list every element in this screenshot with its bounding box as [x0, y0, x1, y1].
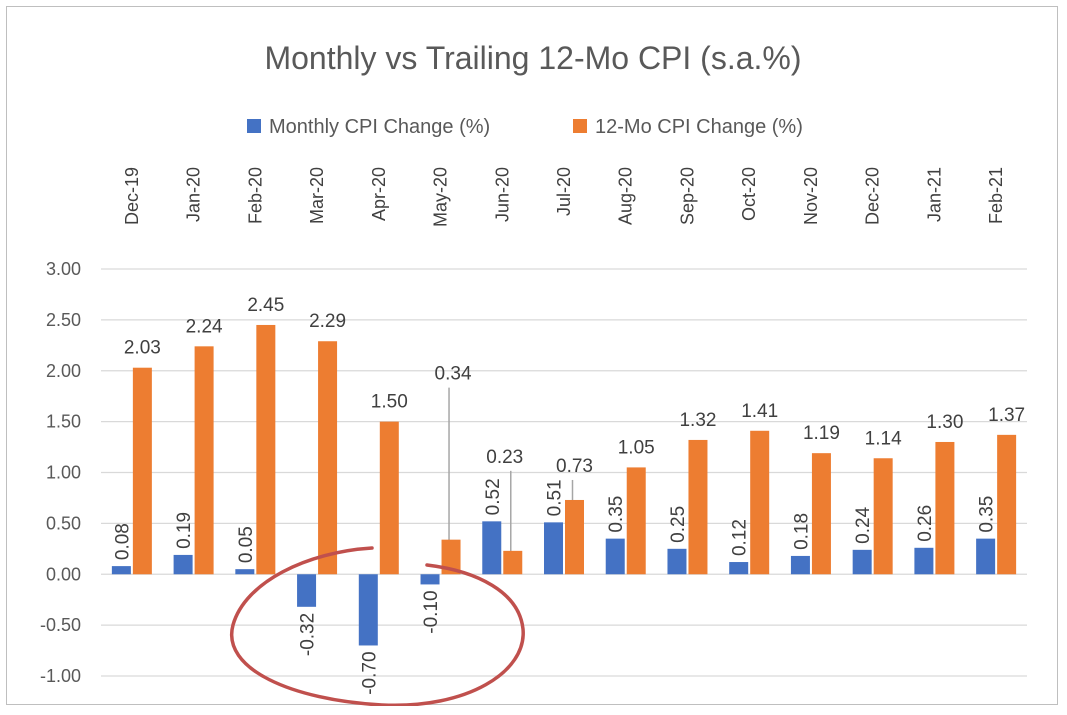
x-tick-label: Feb-20 — [245, 167, 265, 224]
bars — [111, 324, 1017, 646]
chart-frame: Monthly vs Trailing 12-Mo CPI (s.a.%) Mo… — [6, 6, 1058, 706]
x-tick-label: Jan-21 — [924, 167, 944, 222]
monthly-data-label: -0.70 — [359, 651, 380, 694]
twelve-month-bar — [194, 346, 214, 575]
gridlines — [101, 268, 1027, 677]
monthly-bar — [420, 574, 440, 585]
twelve-month-data-label: 0.23 — [486, 447, 523, 468]
x-tick-label: Sep-20 — [677, 167, 697, 225]
twelve-month-bar — [256, 324, 276, 575]
monthly-data-label: 0.18 — [791, 513, 812, 550]
annotation-circle — [229, 546, 525, 706]
monthly-bar — [297, 574, 317, 607]
monthly-data-label: -0.32 — [298, 613, 319, 656]
twelve-month-data-label: 1.19 — [803, 423, 840, 444]
twelve-month-bar — [318, 341, 338, 575]
y-tick-label: -0.50 — [40, 615, 81, 635]
y-tick-label: 1.00 — [46, 463, 81, 483]
monthly-bar — [173, 554, 193, 575]
monthly-data-label: 0.05 — [236, 526, 257, 563]
x-tick-label: Oct-20 — [739, 167, 759, 221]
twelve-month-data-label: 2.45 — [247, 295, 284, 316]
x-tick-label: Nov-20 — [801, 167, 821, 225]
legend-label-12mo: 12-Mo CPI Change (%) — [595, 116, 803, 138]
x-tick-label: Jul-20 — [554, 167, 574, 216]
twelve-month-bar — [626, 467, 646, 575]
twelve-month-data-label: 1.14 — [865, 428, 902, 449]
legend-swatch-12mo — [573, 119, 587, 133]
y-tick-label: -1.00 — [40, 666, 81, 686]
y-tick-label: 2.50 — [46, 310, 81, 330]
monthly-data-label: 0.12 — [730, 519, 751, 556]
twelve-month-data-label: 1.30 — [926, 412, 963, 433]
data-labels: 0.08 0.19 0.05 -0.32 -0.70 -0.10 0.52 0.51 0.35 0… — [112, 295, 1025, 695]
twelve-month-bar — [873, 458, 893, 575]
twelve-month-data-label: 2.29 — [309, 311, 346, 332]
x-tick-label: Jan-20 — [184, 167, 204, 222]
x-tick-label: Dec-20 — [863, 167, 883, 225]
twelve-month-data-label: 1.05 — [618, 437, 655, 458]
y-tick-label: 0.50 — [46, 513, 81, 533]
twelve-month-bar — [565, 499, 584, 575]
twelve-month-data-label: 1.32 — [679, 410, 716, 431]
monthly-bar — [852, 549, 872, 575]
twelve-month-bar — [750, 430, 770, 575]
y-tick-label: 3.00 — [46, 259, 81, 279]
monthly-data-label: -0.10 — [421, 590, 442, 633]
x-tick-label: Mar-20 — [307, 167, 327, 224]
twelve-month-bar — [132, 367, 152, 575]
monthly-data-label: 0.19 — [174, 512, 195, 549]
twelve-month-data-label: 0.73 — [556, 456, 593, 477]
monthly-bar — [976, 538, 996, 575]
twelve-month-data-label: 2.24 — [186, 316, 223, 337]
monthly-bar — [790, 555, 810, 575]
monthly-data-label: 0.35 — [606, 496, 627, 533]
monthly-bar — [235, 569, 255, 575]
twelve-month-data-label: 1.41 — [741, 401, 778, 422]
monthly-data-label: 0.51 — [545, 479, 566, 516]
y-tick-label: 2.00 — [46, 361, 81, 381]
legend-label-monthly: Monthly CPI Change (%) — [269, 116, 490, 138]
twelve-month-data-label: 0.34 — [435, 364, 472, 385]
monthly-bar — [667, 548, 687, 575]
chart-title: Monthly vs Trailing 12-Mo CPI (s.a.%) — [264, 40, 801, 76]
x-tick-label: Jun-20 — [492, 167, 512, 222]
legend-swatch-monthly — [247, 119, 261, 133]
monthly-data-label: 0.08 — [112, 523, 133, 560]
twelve-month-data-label: 1.50 — [371, 392, 408, 413]
x-tick-label: Feb-21 — [986, 167, 1006, 224]
twelve-month-bar — [811, 453, 831, 575]
monthly-bar — [605, 538, 625, 575]
twelve-month-bar — [997, 434, 1017, 575]
y-tick-label: 1.50 — [46, 412, 81, 432]
monthly-bar — [544, 522, 563, 575]
twelve-month-bar — [441, 539, 461, 575]
y-tick-label: 0.00 — [46, 564, 81, 584]
twelve-month-data-label: 1.37 — [988, 405, 1025, 426]
x-axis: Dec-19 Jan-20 Feb-20 Mar-20 Apr-20 May-20 Jun-… — [122, 167, 1006, 227]
twelve-month-bar — [935, 441, 955, 575]
x-tick-label: Apr-20 — [369, 167, 389, 221]
monthly-bar — [358, 574, 378, 646]
monthly-data-label: 0.24 — [853, 506, 874, 543]
twelve-month-bar — [379, 421, 399, 575]
monthly-data-label: 0.26 — [915, 505, 936, 542]
legend: Monthly CPI Change (%) 12-Mo CPI Change … — [247, 116, 803, 138]
x-tick-label: Aug-20 — [616, 167, 636, 225]
monthly-data-label: 0.25 — [668, 506, 689, 543]
y-axis: 3.00 2.50 2.00 1.50 1.00 0.50 0.00 -0.50 -1.00 — [40, 259, 81, 686]
monthly-bar — [111, 566, 131, 575]
cpi-bar-chart: Monthly vs Trailing 12-Mo CPI (s.a.%) Mo… — [40, 40, 1027, 706]
monthly-data-label: 0.52 — [483, 478, 504, 515]
monthly-data-label: 0.35 — [977, 496, 998, 533]
twelve-month-bar — [688, 439, 708, 575]
monthly-bar — [482, 521, 502, 575]
twelve-month-data-label: 2.03 — [124, 338, 161, 359]
twelve-month-bar — [503, 550, 523, 575]
x-tick-label: Dec-19 — [122, 167, 142, 225]
x-tick-label: May-20 — [431, 167, 451, 227]
monthly-bar — [729, 562, 749, 575]
monthly-bar — [914, 547, 934, 575]
